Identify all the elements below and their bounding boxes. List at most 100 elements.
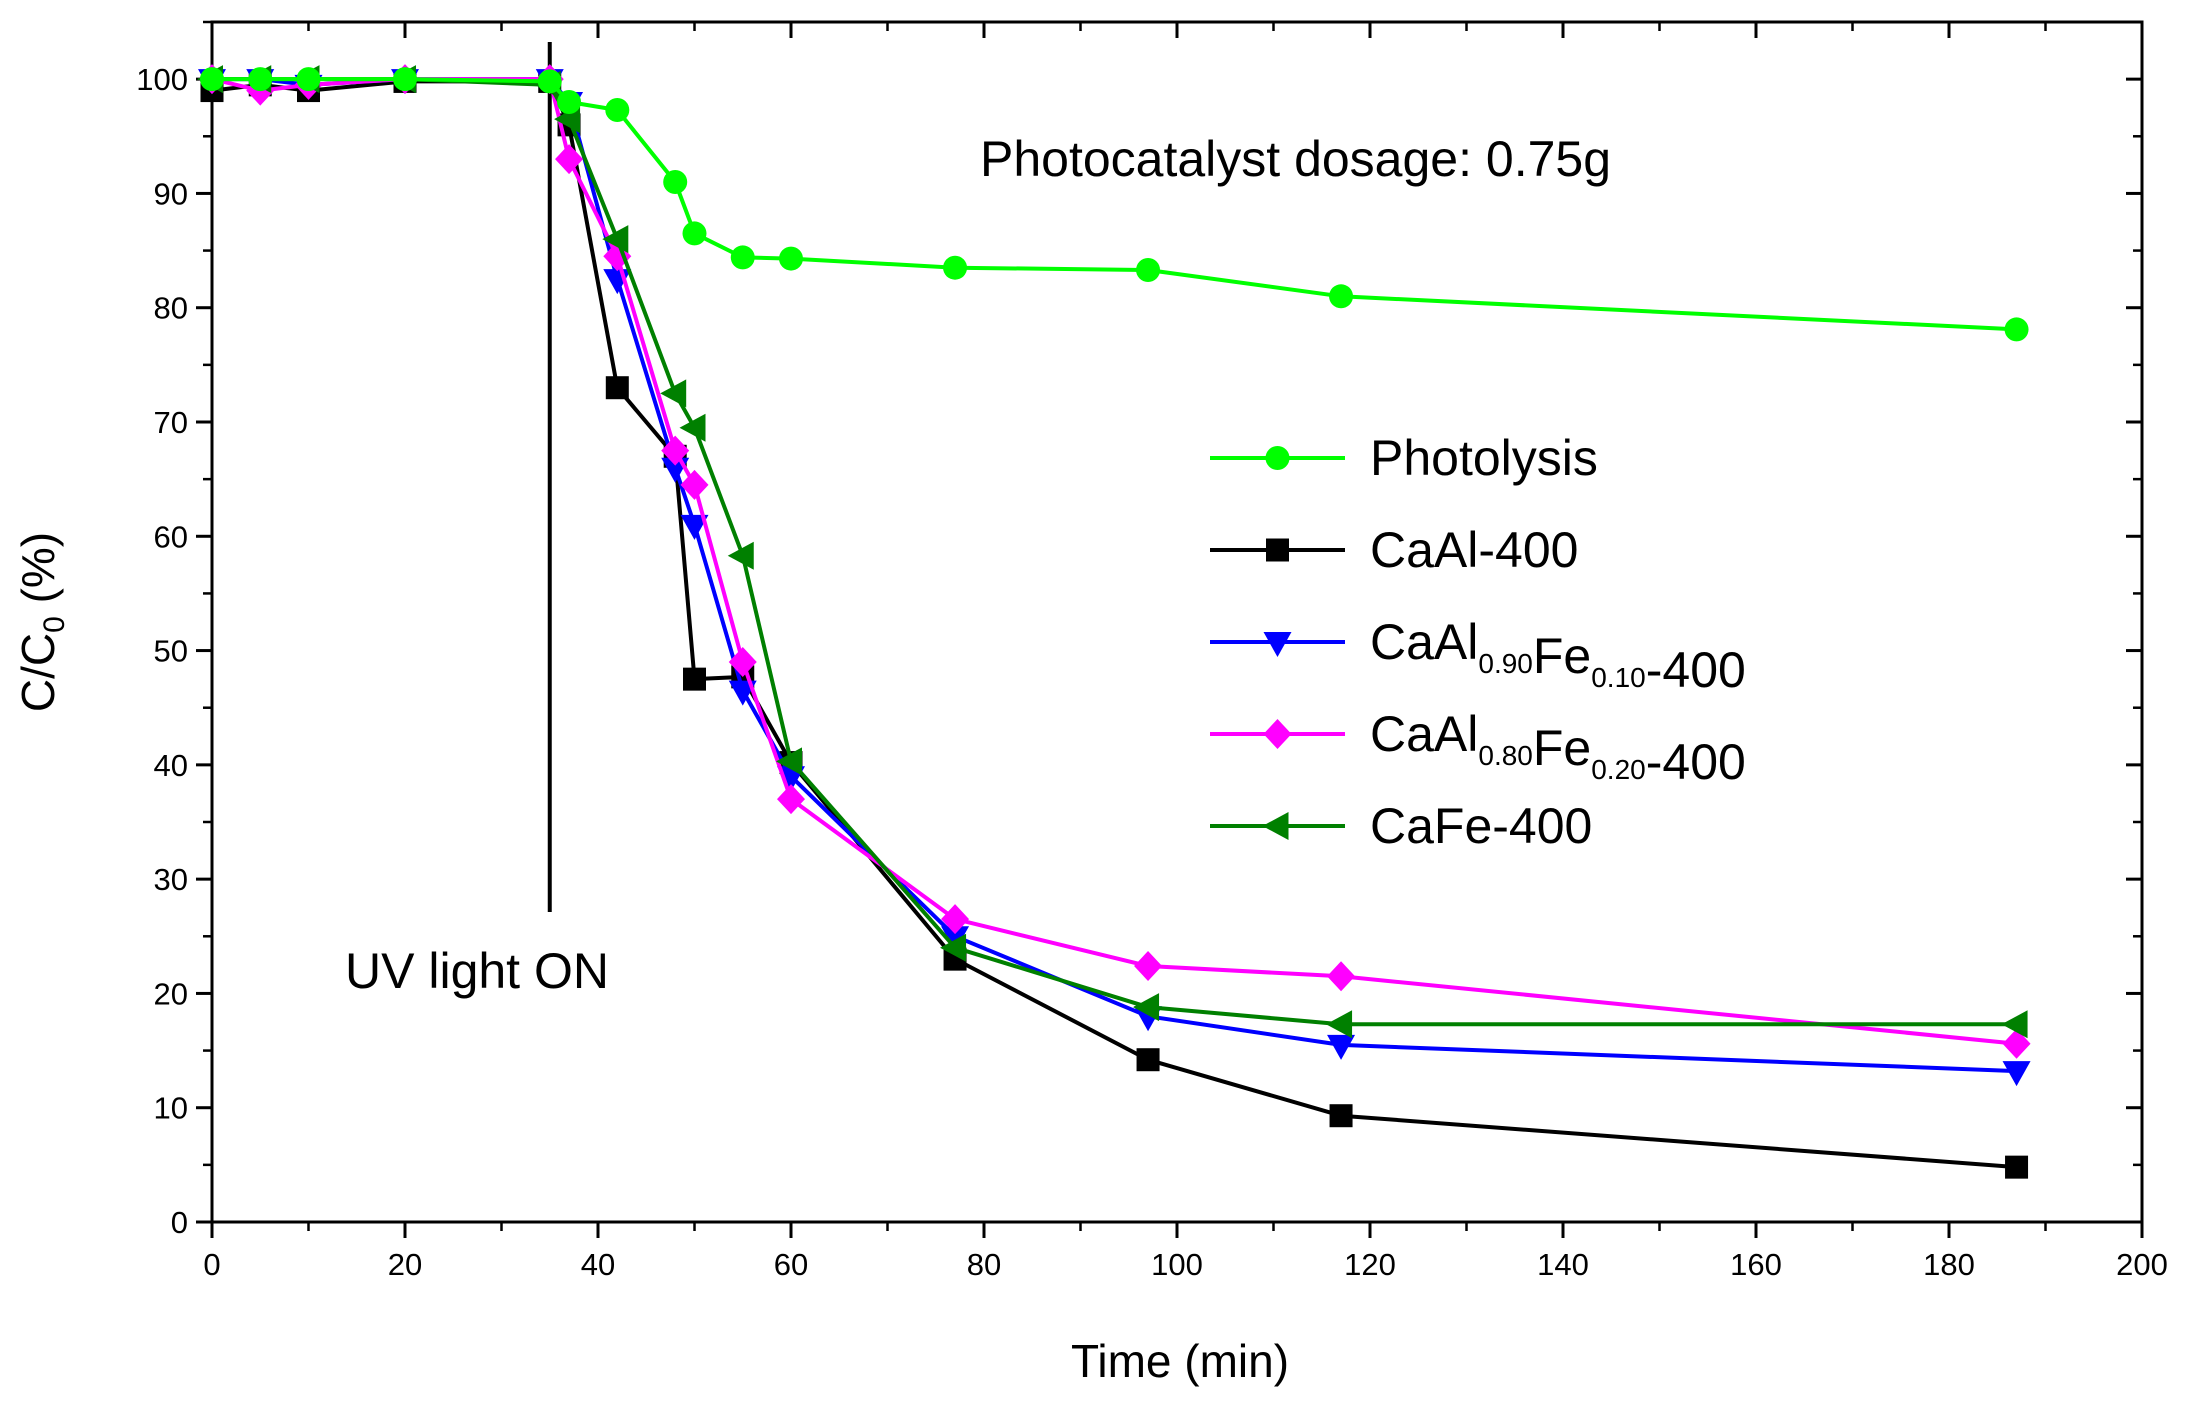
data-point-caal0-80fe0-20-400 <box>680 469 709 500</box>
legend-item-caal0-80fe0-20-400: CaAl0.80Fe0.20-400 <box>1210 706 1746 790</box>
data-point-caal0-80fe0-20-400 <box>1134 951 1163 981</box>
annotations: UV light ON Photocatalyst dosage: 0.75g <box>345 42 1611 999</box>
legend-marker <box>1265 446 1290 470</box>
legend-label-part: Fe <box>1533 628 1591 684</box>
x-tick-label: 120 <box>1344 1247 1396 1282</box>
data-point-photolysis <box>605 98 630 122</box>
legend-label-sub: 0.10 <box>1591 662 1646 693</box>
plot-frame <box>210 20 2144 1224</box>
data-point-caal-400 <box>1329 1104 1353 1128</box>
data-point-caal-400 <box>2005 1155 2029 1179</box>
series-line-caal0-80fe0-20-400 <box>211 77 2017 1046</box>
legend-label-part: CaAl <box>1370 706 1478 762</box>
y-tick-label: 0 <box>171 1205 188 1240</box>
legend-item-caal-400: CaAl-400 <box>1210 522 1578 578</box>
legend-item-photolysis: Photolysis <box>1210 430 1598 486</box>
legend-marker <box>1262 812 1289 840</box>
x-tick-label: 200 <box>2116 1247 2168 1282</box>
series-line-photolysis <box>212 77 2017 332</box>
legend-label-part: CaFe-400 <box>1370 798 1592 854</box>
axes: 0 20 40 60 80 100 120 140 160 180 200 0 10 20 30 40 50 60… <box>12 20 2168 1387</box>
data-point-cafe-400 <box>660 379 687 408</box>
legend-label: CaFe-400 <box>1370 798 1592 854</box>
data-point-caal0-80fe0-20-400 <box>2002 1028 2031 1059</box>
legend-label: CaAl-400 <box>1370 522 1578 578</box>
x-tick-label: 100 <box>1151 1247 1203 1282</box>
legend-label-part: Fe <box>1533 720 1591 776</box>
series-line-caal0-90fe0-10-400 <box>212 77 2017 1074</box>
data-point-cafe-400 <box>727 541 754 570</box>
x-tick-label: 40 <box>581 1247 615 1282</box>
series-caal0-90fe0-10-400 <box>198 69 2031 1087</box>
data-point-cafe-400 <box>940 933 967 962</box>
uv-on-label: UV light ON <box>345 943 609 999</box>
data-point-caal-400 <box>683 667 706 691</box>
data-point-cafe-400 <box>679 413 706 442</box>
legend: PhotolysisCaAl-400CaAl0.90Fe0.10-400CaAl… <box>1210 430 1746 854</box>
x-axis-title: Time (min) <box>1071 1335 1289 1387</box>
data-point-cafe-400 <box>1133 993 1160 1022</box>
y-tick-label: 50 <box>154 634 188 669</box>
x-tick-label: 140 <box>1537 1247 1589 1282</box>
legend-label-sub: 0.90 <box>1478 648 1533 679</box>
y-axis-title-suffix: (%) <box>12 532 64 616</box>
series-photolysis <box>200 67 2029 342</box>
data-point-caal0-80fe0-20-400 <box>728 647 757 677</box>
data-point-photolysis <box>1329 284 1354 309</box>
data-point-caal0-90fe0-10-400 <box>941 926 970 952</box>
y-tick-label: 30 <box>154 862 188 897</box>
y-tick-label: 40 <box>154 748 188 783</box>
data-point-cafe-400 <box>2001 1010 2028 1039</box>
legend-label: CaAl0.90Fe0.10-400 <box>1370 614 1746 698</box>
x-tick-label: 80 <box>967 1247 1001 1282</box>
y-axis-title-main: C/C <box>12 633 64 712</box>
y-axis-title: C/C0 (%) <box>12 532 71 712</box>
data-point-photolysis <box>1136 258 1161 282</box>
data-point-caal0-80fe0-20-400 <box>661 435 690 466</box>
legend-marker <box>1266 538 1289 562</box>
y-tick-label: 20 <box>154 976 188 1011</box>
legend-label-part: -400 <box>1646 734 1746 790</box>
data-point-photolysis <box>557 90 582 114</box>
legend-label-part: CaAl <box>1370 614 1478 670</box>
series-line-cafe-400 <box>212 77 2017 1027</box>
y-tick-label: 10 <box>154 1091 188 1126</box>
y-tick-label: 60 <box>154 519 188 554</box>
data-point-caal0-90fe0-10-400 <box>1327 1034 1356 1060</box>
legend-label-sub: 0.20 <box>1591 754 1646 785</box>
data-point-photolysis <box>248 67 273 92</box>
series-layer <box>197 64 2031 1179</box>
data-point-caal0-80fe0-20-400 <box>941 904 970 935</box>
data-point-photolysis <box>663 170 688 194</box>
legend-label-part: Photolysis <box>1370 430 1598 486</box>
y-tick-label: 90 <box>154 176 188 211</box>
legend-label-sub: 0.80 <box>1478 740 1533 771</box>
legend-label: Photolysis <box>1370 430 1598 486</box>
data-point-photolysis <box>943 255 968 280</box>
legend-label-part: -400 <box>1646 642 1746 698</box>
data-point-caal0-80fe0-20-400 <box>777 784 805 815</box>
x-tick-label: 160 <box>1730 1247 1782 1282</box>
series-caal-400 <box>200 69 2029 1179</box>
data-point-caal0-80fe0-20-400 <box>1327 961 1356 992</box>
data-point-photolysis <box>537 69 562 94</box>
x-tick-label: 180 <box>1923 1247 1975 1282</box>
data-point-cafe-400 <box>1326 1010 1353 1039</box>
data-point-cafe-400 <box>776 747 802 776</box>
data-point-cafe-400 <box>602 225 629 254</box>
data-point-photolysis <box>393 67 417 92</box>
y-axis-title-sub: 0 <box>38 616 71 633</box>
data-point-caal0-90fe0-10-400 <box>680 514 709 540</box>
y-tick-label: 70 <box>154 405 188 440</box>
legend-item-cafe-400: CaFe-400 <box>1210 798 1592 854</box>
x-tick-label: 20 <box>388 1247 422 1282</box>
data-point-photolysis <box>2004 317 2029 342</box>
data-point-photolysis <box>779 246 803 271</box>
dosage-label: Photocatalyst dosage: 0.75g <box>980 131 1611 187</box>
y-tick-label: 100 <box>136 62 188 97</box>
data-point-caal-400 <box>605 376 629 400</box>
data-point-caal0-90fe0-10-400 <box>2002 1061 2031 1087</box>
series-cafe-400 <box>197 65 2028 1039</box>
y-tick-label: 80 <box>154 291 188 326</box>
